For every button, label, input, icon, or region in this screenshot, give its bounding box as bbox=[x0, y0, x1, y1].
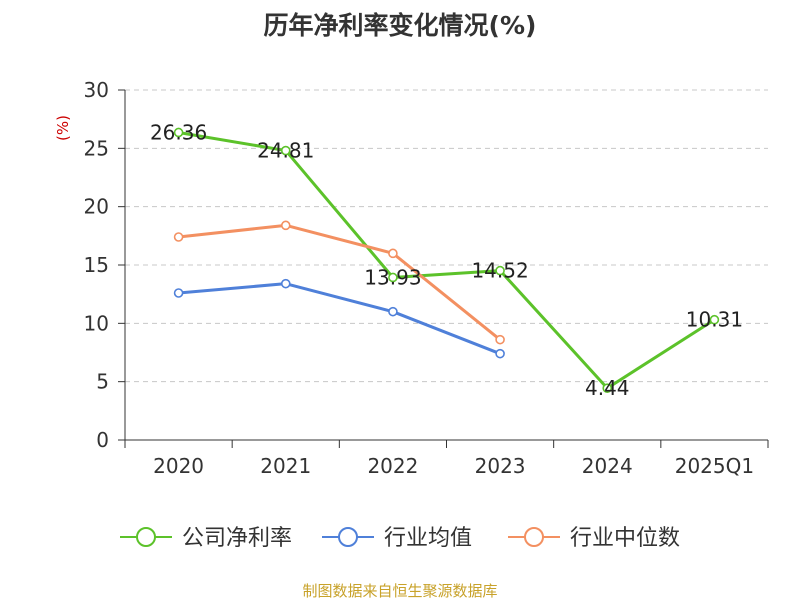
data-point bbox=[280, 145, 291, 156]
data-point bbox=[388, 306, 398, 317]
data-point bbox=[602, 383, 613, 394]
series-line-2 bbox=[178, 223, 502, 341]
series-lines bbox=[173, 127, 720, 394]
data-point bbox=[173, 127, 184, 138]
legend-label: 公司净利率 bbox=[182, 526, 292, 551]
data-point bbox=[495, 265, 505, 276]
y-tick-label: 20 bbox=[84, 195, 109, 219]
legend-label: 行业均值 bbox=[384, 526, 472, 551]
y-tick-label: 10 bbox=[84, 311, 109, 335]
data-label: 14.52 bbox=[471, 259, 528, 283]
x-tick-label: 2020 bbox=[153, 454, 204, 478]
legend-marker bbox=[338, 527, 358, 547]
y-tick-label: 0 bbox=[96, 428, 109, 452]
data-label: 4.44 bbox=[585, 376, 630, 400]
y-tick-label: 5 bbox=[96, 370, 109, 394]
x-tick-label: 2023 bbox=[475, 454, 526, 478]
chart-title: 历年净利率变化情况(%) bbox=[263, 11, 537, 40]
grid-lines bbox=[125, 89, 768, 383]
x-tick-label: 2021 bbox=[260, 454, 311, 478]
data-point bbox=[173, 288, 184, 298]
y-tick-label: 30 bbox=[84, 78, 109, 102]
y-tick-label: 15 bbox=[84, 253, 109, 277]
series-line-1 bbox=[178, 282, 501, 356]
data-point bbox=[495, 348, 505, 359]
data-point bbox=[280, 278, 291, 289]
data-point bbox=[280, 220, 291, 231]
axes: 0 5 10 15 20 25 30 (%) 2020 2021 2022 2023 2024 2025Q… bbox=[54, 78, 769, 478]
x-tick-label: 2022 bbox=[367, 454, 418, 478]
legend-label: 行业中位数 bbox=[570, 526, 680, 551]
legend: 公司净利率 行业均值 行业中位数 bbox=[120, 526, 680, 551]
data-label: 13.93 bbox=[364, 265, 421, 289]
data-label: 26.36 bbox=[150, 120, 207, 144]
data-label: 10.31 bbox=[686, 308, 743, 332]
y-tick-label: 25 bbox=[84, 136, 109, 160]
data-point bbox=[388, 272, 398, 283]
data-point bbox=[709, 314, 720, 325]
source-note: 制图数据来自恒生聚源数据库 bbox=[302, 582, 498, 600]
data-labels: 26.36 24.81 13.93 14.52 4.44 10.31 bbox=[150, 120, 743, 400]
legend-marker bbox=[524, 527, 544, 547]
data-label: 24.81 bbox=[257, 139, 314, 163]
data-point bbox=[388, 248, 398, 259]
x-tick-label: 2024 bbox=[582, 454, 633, 478]
series-line-0 bbox=[178, 130, 716, 390]
y-axis-unit-label: (%) bbox=[54, 115, 72, 141]
data-point bbox=[173, 232, 184, 242]
data-point bbox=[495, 334, 505, 345]
x-tick-label: 2025Q1 bbox=[675, 454, 754, 478]
legend-marker bbox=[136, 527, 156, 547]
